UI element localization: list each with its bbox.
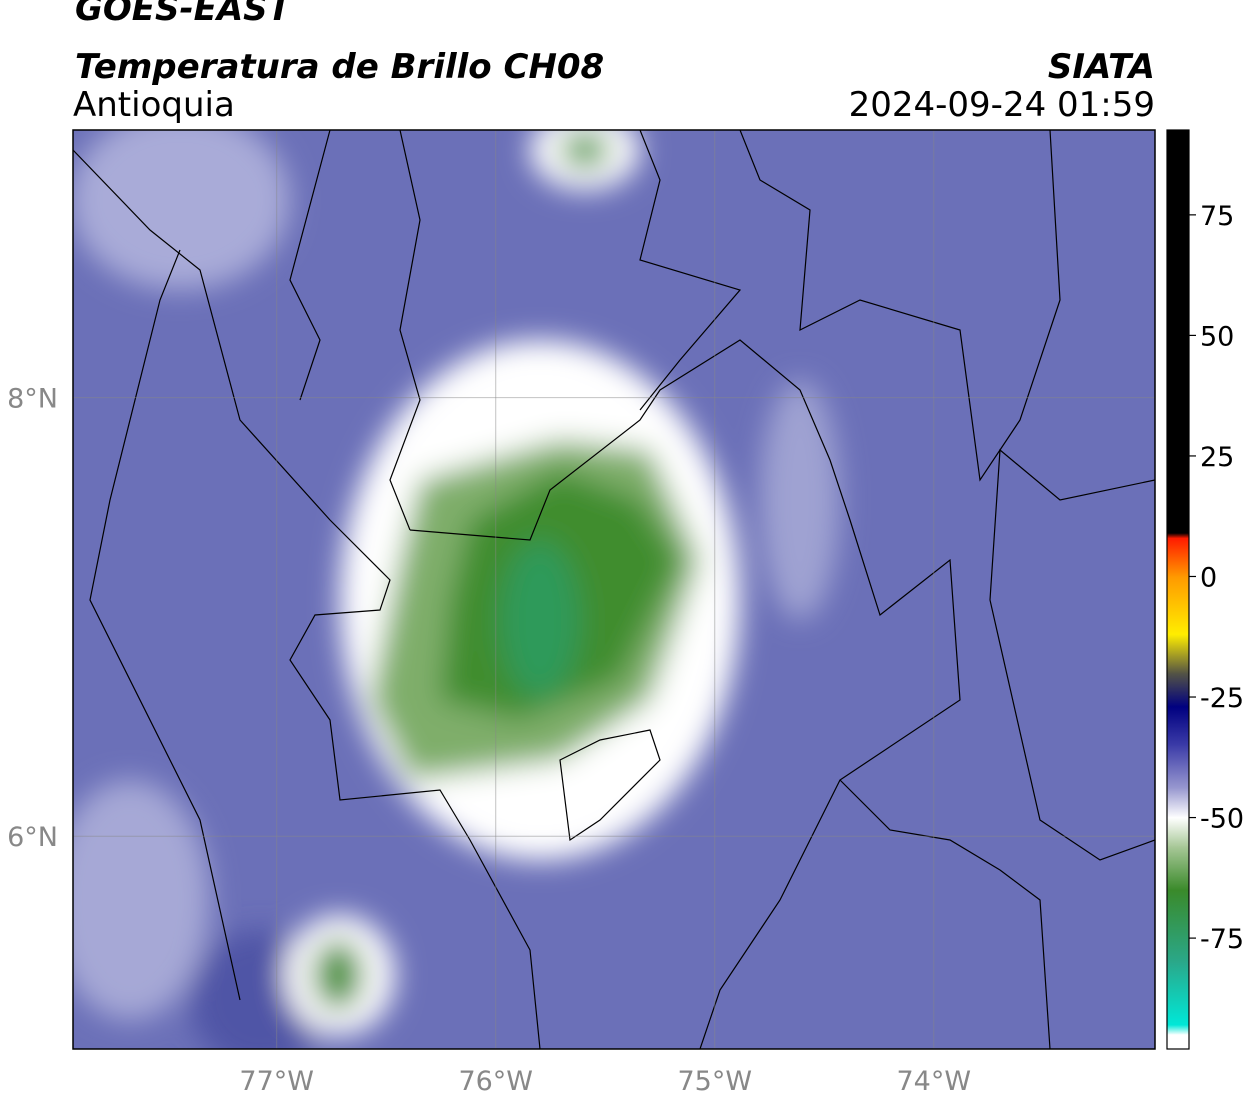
colorbar-tick-label: -25 xyxy=(1200,683,1244,714)
colorbar-frame xyxy=(1166,129,1190,1050)
colorbar-band xyxy=(1167,1024,1189,1036)
map-image xyxy=(73,130,1155,1049)
colorbar-band xyxy=(1167,634,1189,674)
subtitle: Temperatura de Brillo CH08 xyxy=(75,47,604,87)
x-tick-label: 75°W xyxy=(677,1066,752,1097)
x-tick-label: 76°W xyxy=(458,1066,533,1097)
map-frame xyxy=(72,129,1156,1050)
colorbar-band xyxy=(1167,533,1189,539)
colorbar-band xyxy=(1167,889,1189,963)
title: GOES-EAST xyxy=(75,0,294,29)
y-tick-label: 6°N xyxy=(7,822,58,853)
colorbar-tick-label: -50 xyxy=(1200,804,1244,835)
colorbar-band xyxy=(1167,788,1189,819)
colorbar-tick-label: -75 xyxy=(1200,924,1244,955)
colorbar-tick-label: 75 xyxy=(1200,201,1234,232)
x-tick-label: 77°W xyxy=(239,1066,314,1097)
colorbar-band xyxy=(1167,817,1189,847)
colorbar-band xyxy=(1167,846,1189,891)
colorbar-band xyxy=(1167,130,1189,534)
colorbar-band xyxy=(1167,745,1189,790)
colorbar-band xyxy=(1167,576,1189,635)
colorbar-tick-label: 0 xyxy=(1200,562,1217,593)
colorbar-band xyxy=(1167,1034,1189,1050)
x-tick-label: 74°W xyxy=(897,1066,972,1097)
colorbar-tick-label: 25 xyxy=(1200,442,1234,473)
region: Antioquia xyxy=(73,85,235,125)
y-tick-label: 8°N xyxy=(7,384,58,415)
colorbar-band xyxy=(1167,537,1189,577)
colorbar-band xyxy=(1167,672,1189,708)
datetime: 2024-09-24 01:59 xyxy=(849,85,1155,125)
colorbar-band xyxy=(1167,706,1189,746)
colorbar-tick-label: 50 xyxy=(1200,321,1234,352)
colorbar-band xyxy=(1167,962,1189,1026)
source: SIATA xyxy=(1048,47,1155,87)
